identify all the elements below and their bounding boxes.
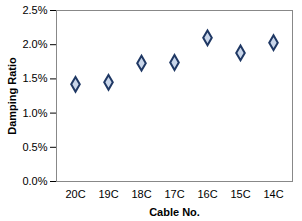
svg-text:18C: 18C — [131, 188, 151, 200]
svg-text:0.0%: 0.0% — [22, 175, 47, 187]
svg-text:Damping Ratio: Damping Ratio — [6, 57, 18, 135]
svg-text:16C: 16C — [197, 188, 217, 200]
svg-text:17C: 17C — [164, 188, 184, 200]
svg-text:14C: 14C — [263, 188, 283, 200]
svg-text:20C: 20C — [65, 188, 85, 200]
svg-text:1.5%: 1.5% — [22, 72, 47, 84]
svg-text:1.0%: 1.0% — [22, 107, 47, 119]
svg-text:2.5%: 2.5% — [22, 4, 47, 16]
svg-text:15C: 15C — [230, 188, 250, 200]
svg-text:0.5%: 0.5% — [22, 141, 47, 153]
svg-text:Cable No.: Cable No. — [149, 206, 200, 218]
svg-text:19C: 19C — [98, 188, 118, 200]
svg-text:2.0%: 2.0% — [22, 38, 47, 50]
